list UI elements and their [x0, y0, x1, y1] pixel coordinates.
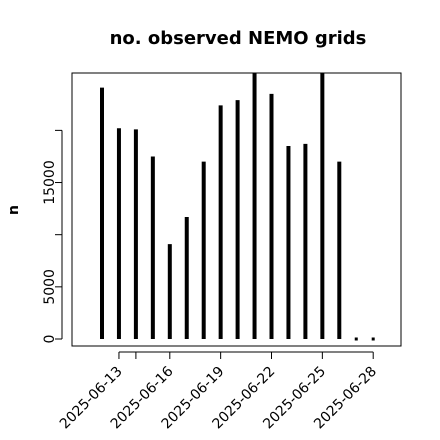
- bar-2025-06-27: [354, 337, 358, 341]
- y-axis-label: n: [6, 205, 22, 215]
- x-axis: 2025-06-132025-06-162025-06-192025-06-22…: [57, 351, 380, 432]
- plot-frame: [71, 72, 402, 347]
- y-tick-label-5000: 5000: [42, 269, 58, 305]
- bar-2025-06-28: [371, 337, 375, 341]
- y-axis: 0 5000 15000: [42, 129, 63, 344]
- y-tick-label-15000: 15000: [42, 160, 58, 205]
- y-tick-label-0: 0: [42, 335, 58, 344]
- chart-title: no. observed NEMO grids: [110, 28, 367, 49]
- bar-series: [100, 73, 375, 341]
